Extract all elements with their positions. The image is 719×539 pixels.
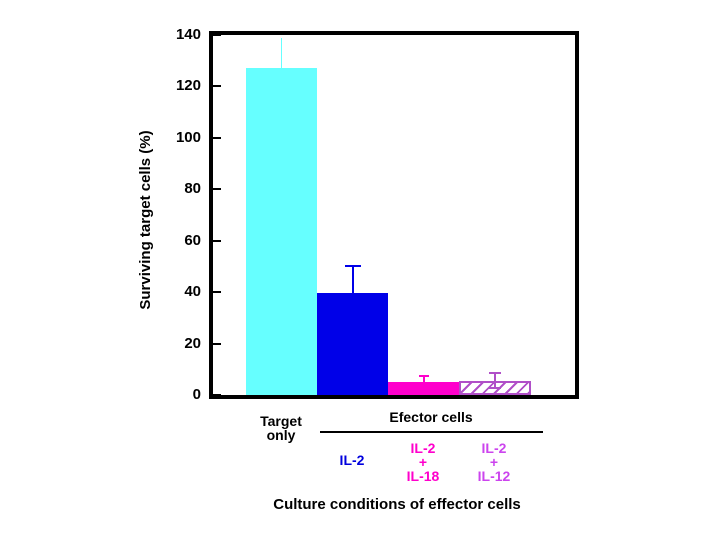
y-tick-label: 60: [184, 231, 201, 249]
error-bar-line: [351, 266, 354, 294]
y-tick-mark: [213, 291, 221, 294]
y-tick-mark: [213, 394, 221, 396]
y-tick-mark: [213, 188, 221, 191]
y-tick-mark: [213, 85, 221, 88]
error-bar-cap-top: [344, 265, 361, 268]
y-tick-mark: [213, 239, 221, 242]
y-tick-mark: [213, 34, 221, 36]
y-tick-mark: [213, 342, 221, 345]
bar-il-2-il-18: [388, 382, 459, 395]
y-tick-mark: [213, 136, 221, 139]
y-tick-label: 100: [175, 128, 201, 146]
plot-inner: [213, 34, 575, 396]
error-bar-cap-top: [489, 372, 501, 375]
label-il2-plus-il12: IL-2 + IL-12: [477, 440, 511, 484]
error-bar-cap-bottom: [489, 386, 501, 389]
error-bar-cap-top: [418, 374, 429, 377]
y-tick-label: 0: [192, 386, 201, 403]
y-tick-label: 40: [184, 283, 201, 301]
plot-area: [209, 31, 579, 399]
bar-il-2: [317, 293, 388, 395]
label-target-only: Target only: [260, 413, 302, 443]
effector-group-underline: [320, 431, 543, 433]
y-tick-label: 140: [175, 26, 201, 43]
label-il2-plus-il18: IL-2 + IL-18: [406, 440, 440, 484]
y-tick-label: 20: [184, 334, 201, 352]
error-bar-line: [422, 375, 425, 383]
label-il2: IL-2: [339, 452, 365, 468]
bar-target-only: [246, 68, 317, 395]
y-tick-label: 120: [175, 77, 201, 95]
error-bar-line: [494, 373, 496, 388]
error-bar-line: [281, 37, 282, 69]
y-axis-title: Surviving target cells (%): [137, 130, 154, 310]
x-axis-title: Culture conditions of effector cells: [273, 496, 521, 513]
y-tick-label: 80: [184, 180, 201, 198]
label-effector-cells-header: Efector cells: [389, 409, 473, 425]
